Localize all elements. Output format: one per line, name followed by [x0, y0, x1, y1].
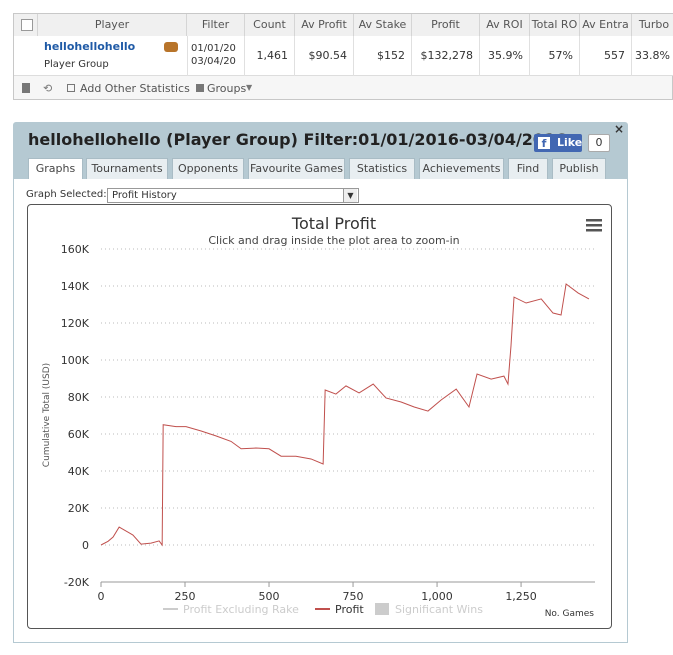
checkbox[interactable] — [21, 19, 33, 31]
cell: $152 — [354, 36, 412, 76]
y-tick-label: 60K — [68, 428, 90, 441]
chart-title: Total Profit — [291, 214, 376, 233]
graph-select[interactable]: Profit History — [107, 188, 359, 203]
y-tick-label: 40K — [68, 465, 90, 478]
y-tick-label: 120K — [61, 317, 90, 330]
filter-text: 03/04/20 — [191, 56, 236, 67]
column-header[interactable]: Av Profit — [295, 14, 354, 36]
chart-subtitle: Click and drag inside the plot area to z… — [208, 234, 459, 247]
column-header[interactable]: Av Entra — [580, 14, 632, 36]
cell: $90.54 — [295, 36, 354, 76]
column-header[interactable]: Av Stake — [354, 14, 412, 36]
y-tick-label: 100K — [61, 354, 90, 367]
profit-line — [100, 283, 590, 547]
toolbar-button[interactable]: Groups — [207, 82, 247, 95]
chart: Total Profit Click and drag inside the p… — [27, 204, 612, 629]
x-tick-label: 750 — [343, 590, 364, 603]
legend-symbol — [375, 603, 389, 615]
player-icon — [164, 42, 178, 52]
tab[interactable]: Tournaments — [86, 158, 168, 179]
column-header[interactable]: Player — [38, 14, 187, 36]
select-arrow[interactable]: ▼ — [343, 189, 357, 202]
y-tick-label: -20K — [64, 576, 90, 589]
cell: 33.8% — [632, 36, 673, 76]
panel-title: hellohellohello (Player Group) Filter:01… — [28, 130, 567, 149]
fb-icon: f — [538, 137, 550, 150]
legend-item: Profit — [335, 603, 364, 616]
x-tick-label: 1,250 — [505, 590, 537, 603]
legend-item: Significant Wins — [395, 603, 483, 616]
toolbar-button[interactable]: Add Other Statistics — [80, 82, 190, 95]
column-header[interactable]: Turbo — [632, 14, 673, 36]
tab[interactable]: Favourite Games — [248, 158, 345, 179]
add-icon — [67, 84, 75, 92]
cell-border — [187, 36, 245, 76]
y-tick-label: 80K — [68, 391, 90, 404]
row — [14, 36, 673, 76]
x-tick-label: 0 — [98, 590, 105, 603]
y-axis-label: Cumulative Total (USD) — [42, 363, 52, 467]
column-header[interactable]: Filter — [187, 14, 245, 36]
like-count: 0 — [588, 134, 610, 152]
tab[interactable]: Statistics — [349, 158, 415, 179]
y-tick-label: 160K — [61, 243, 90, 256]
x-tick-label: 500 — [259, 590, 280, 603]
cell: 57% — [530, 36, 580, 76]
column-header[interactable]: Profit — [412, 14, 480, 36]
tab[interactable]: Find — [508, 158, 548, 179]
tab[interactable]: Achievements — [419, 158, 504, 179]
cell: 35.9% — [480, 36, 530, 76]
groups-icon — [196, 84, 204, 92]
y-tick-label: 0 — [82, 539, 89, 552]
cell: 557 — [580, 36, 632, 76]
tab[interactable]: Opponents — [172, 158, 244, 179]
cell: $132,278 — [412, 36, 480, 76]
legend-item: Profit Excluding Rake — [183, 603, 299, 616]
trash-icon[interactable] — [22, 83, 30, 93]
close-button[interactable]: × — [614, 122, 625, 136]
y-tick-label: 140K — [61, 280, 90, 293]
y-tick-label: 20K — [68, 502, 90, 515]
tab[interactable]: Publish — [552, 158, 606, 179]
refresh-icon[interactable]: ⟲ — [43, 82, 53, 95]
filter-text: 01/01/20 — [191, 43, 236, 54]
column-header[interactable]: Count — [245, 14, 295, 36]
cell: 1,461 — [245, 36, 295, 76]
player-group: Player Group — [44, 59, 109, 70]
column-header[interactable]: Av ROI — [480, 14, 530, 36]
column-header[interactable]: Total RO — [530, 14, 580, 36]
tab[interactable]: Graphs — [28, 158, 83, 179]
dropdown-arrow: ▼ — [246, 83, 253, 92]
x-axis-label: No. Games — [545, 609, 595, 619]
panel-body — [13, 178, 628, 643]
graph-label: Graph Selected: — [26, 189, 107, 200]
x-tick-label: 250 — [175, 590, 196, 603]
menu-icon[interactable] — [586, 219, 602, 232]
player-name[interactable]: hellohellohello — [44, 40, 136, 53]
x-tick-label: 1,000 — [421, 590, 453, 603]
